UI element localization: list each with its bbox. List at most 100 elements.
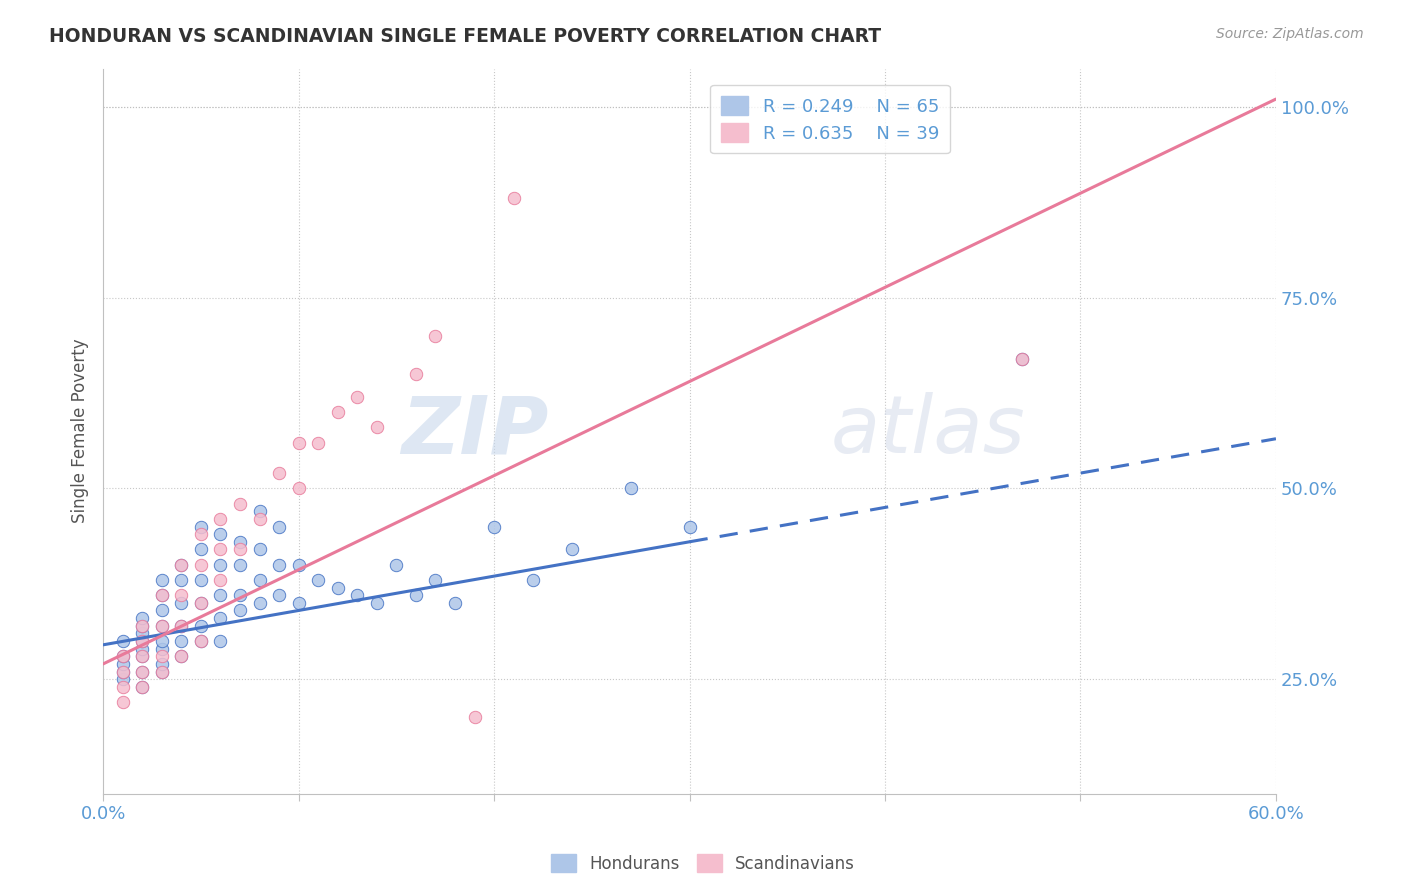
Point — [229, 558, 252, 572]
Point — [111, 665, 134, 679]
Point — [131, 634, 153, 648]
Point — [1011, 351, 1033, 366]
Y-axis label: Single Female Poverty: Single Female Poverty — [72, 339, 89, 524]
Point — [190, 542, 212, 557]
Point — [444, 596, 467, 610]
Point — [209, 573, 232, 587]
Point — [229, 603, 252, 617]
Point — [131, 680, 153, 694]
Point — [150, 665, 173, 679]
Text: ZIP: ZIP — [402, 392, 548, 470]
Point — [229, 534, 252, 549]
Point — [425, 328, 447, 343]
Point — [150, 619, 173, 633]
Point — [111, 649, 134, 664]
Point — [209, 611, 232, 625]
Point — [287, 481, 309, 495]
Point — [326, 405, 349, 419]
Point — [170, 573, 193, 587]
Point — [267, 519, 290, 533]
Point — [170, 596, 193, 610]
Point — [346, 390, 368, 404]
Text: Source: ZipAtlas.com: Source: ZipAtlas.com — [1216, 27, 1364, 41]
Point — [678, 519, 700, 533]
Point — [170, 558, 193, 572]
Point — [405, 367, 427, 381]
Point — [249, 573, 271, 587]
Point — [131, 626, 153, 640]
Point — [170, 588, 193, 602]
Point — [287, 596, 309, 610]
Point — [229, 497, 252, 511]
Point — [150, 649, 173, 664]
Point — [326, 581, 349, 595]
Point — [111, 657, 134, 671]
Point — [170, 619, 193, 633]
Point — [170, 649, 193, 664]
Point — [131, 641, 153, 656]
Point — [170, 634, 193, 648]
Point — [209, 634, 232, 648]
Point — [131, 634, 153, 648]
Point — [111, 680, 134, 694]
Point — [190, 596, 212, 610]
Point — [307, 435, 329, 450]
Point — [190, 619, 212, 633]
Text: HONDURAN VS SCANDINAVIAN SINGLE FEMALE POVERTY CORRELATION CHART: HONDURAN VS SCANDINAVIAN SINGLE FEMALE P… — [49, 27, 882, 45]
Point — [190, 519, 212, 533]
Point — [249, 504, 271, 518]
Point — [1011, 351, 1033, 366]
Point — [131, 680, 153, 694]
Point — [267, 466, 290, 480]
Point — [267, 558, 290, 572]
Point — [366, 596, 388, 610]
Point — [209, 542, 232, 557]
Point — [111, 695, 134, 709]
Point — [190, 573, 212, 587]
Point — [229, 542, 252, 557]
Point — [150, 619, 173, 633]
Point — [190, 527, 212, 541]
Legend: R = 0.249    N = 65, R = 0.635    N = 39: R = 0.249 N = 65, R = 0.635 N = 39 — [710, 85, 950, 153]
Point — [131, 619, 153, 633]
Point — [190, 634, 212, 648]
Point — [131, 665, 153, 679]
Point — [131, 619, 153, 633]
Point — [170, 619, 193, 633]
Text: atlas: atlas — [831, 392, 1025, 470]
Point — [150, 641, 173, 656]
Point — [561, 542, 583, 557]
Point — [209, 588, 232, 602]
Point — [287, 558, 309, 572]
Point — [150, 634, 173, 648]
Point — [522, 573, 544, 587]
Point — [150, 657, 173, 671]
Point — [150, 588, 173, 602]
Point — [190, 596, 212, 610]
Point — [131, 665, 153, 679]
Point — [249, 512, 271, 526]
Point — [425, 573, 447, 587]
Point — [482, 519, 505, 533]
Point — [111, 649, 134, 664]
Point — [249, 542, 271, 557]
Point — [464, 710, 486, 724]
Point — [209, 512, 232, 526]
Point — [111, 634, 134, 648]
Point — [131, 649, 153, 664]
Point — [209, 558, 232, 572]
Point — [346, 588, 368, 602]
Point — [170, 558, 193, 572]
Point — [620, 481, 643, 495]
Point — [150, 573, 173, 587]
Point — [249, 596, 271, 610]
Point — [131, 611, 153, 625]
Point — [307, 573, 329, 587]
Point — [229, 588, 252, 602]
Point — [366, 420, 388, 434]
Point — [170, 649, 193, 664]
Point — [131, 649, 153, 664]
Point — [190, 634, 212, 648]
Point — [385, 558, 408, 572]
Point — [267, 588, 290, 602]
